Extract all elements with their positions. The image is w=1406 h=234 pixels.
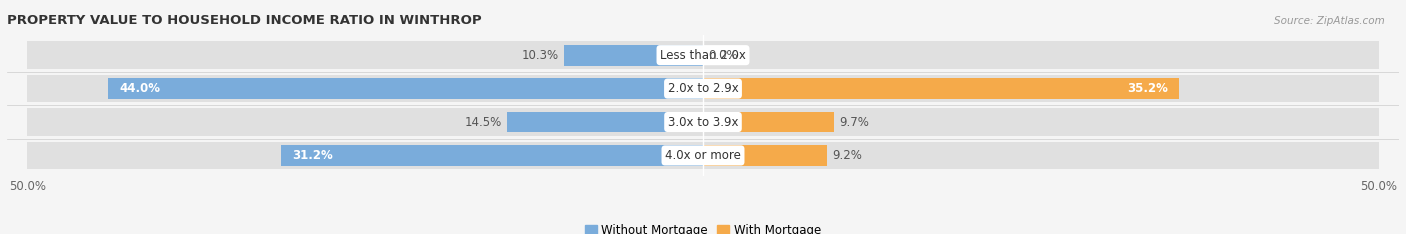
Bar: [281, 145, 703, 166]
Bar: [703, 142, 1379, 169]
Text: 0.0%: 0.0%: [709, 49, 738, 62]
Text: 2.0x to 2.9x: 2.0x to 2.9x: [668, 82, 738, 95]
Bar: [27, 41, 703, 69]
Legend: Without Mortgage, With Mortgage: Without Mortgage, With Mortgage: [585, 224, 821, 234]
Text: 35.2%: 35.2%: [1128, 82, 1168, 95]
Bar: [27, 142, 703, 169]
Text: PROPERTY VALUE TO HOUSEHOLD INCOME RATIO IN WINTHROP: PROPERTY VALUE TO HOUSEHOLD INCOME RATIO…: [7, 14, 482, 27]
Bar: [703, 112, 834, 132]
Text: 44.0%: 44.0%: [120, 82, 160, 95]
Bar: [703, 78, 1178, 99]
Text: Less than 2.0x: Less than 2.0x: [659, 49, 747, 62]
Text: 14.5%: 14.5%: [464, 116, 502, 128]
Bar: [703, 41, 1379, 69]
Text: Source: ZipAtlas.com: Source: ZipAtlas.com: [1274, 16, 1385, 26]
Text: 4.0x or more: 4.0x or more: [665, 149, 741, 162]
Bar: [27, 75, 703, 102]
Text: 9.2%: 9.2%: [832, 149, 863, 162]
Text: 9.7%: 9.7%: [839, 116, 869, 128]
Bar: [703, 145, 827, 166]
Bar: [108, 78, 703, 99]
Text: 10.3%: 10.3%: [522, 49, 558, 62]
Text: 31.2%: 31.2%: [292, 149, 333, 162]
Bar: [564, 45, 703, 66]
Bar: [703, 108, 1379, 136]
Bar: [703, 75, 1379, 102]
Bar: [27, 108, 703, 136]
Text: 3.0x to 3.9x: 3.0x to 3.9x: [668, 116, 738, 128]
Bar: [508, 112, 703, 132]
